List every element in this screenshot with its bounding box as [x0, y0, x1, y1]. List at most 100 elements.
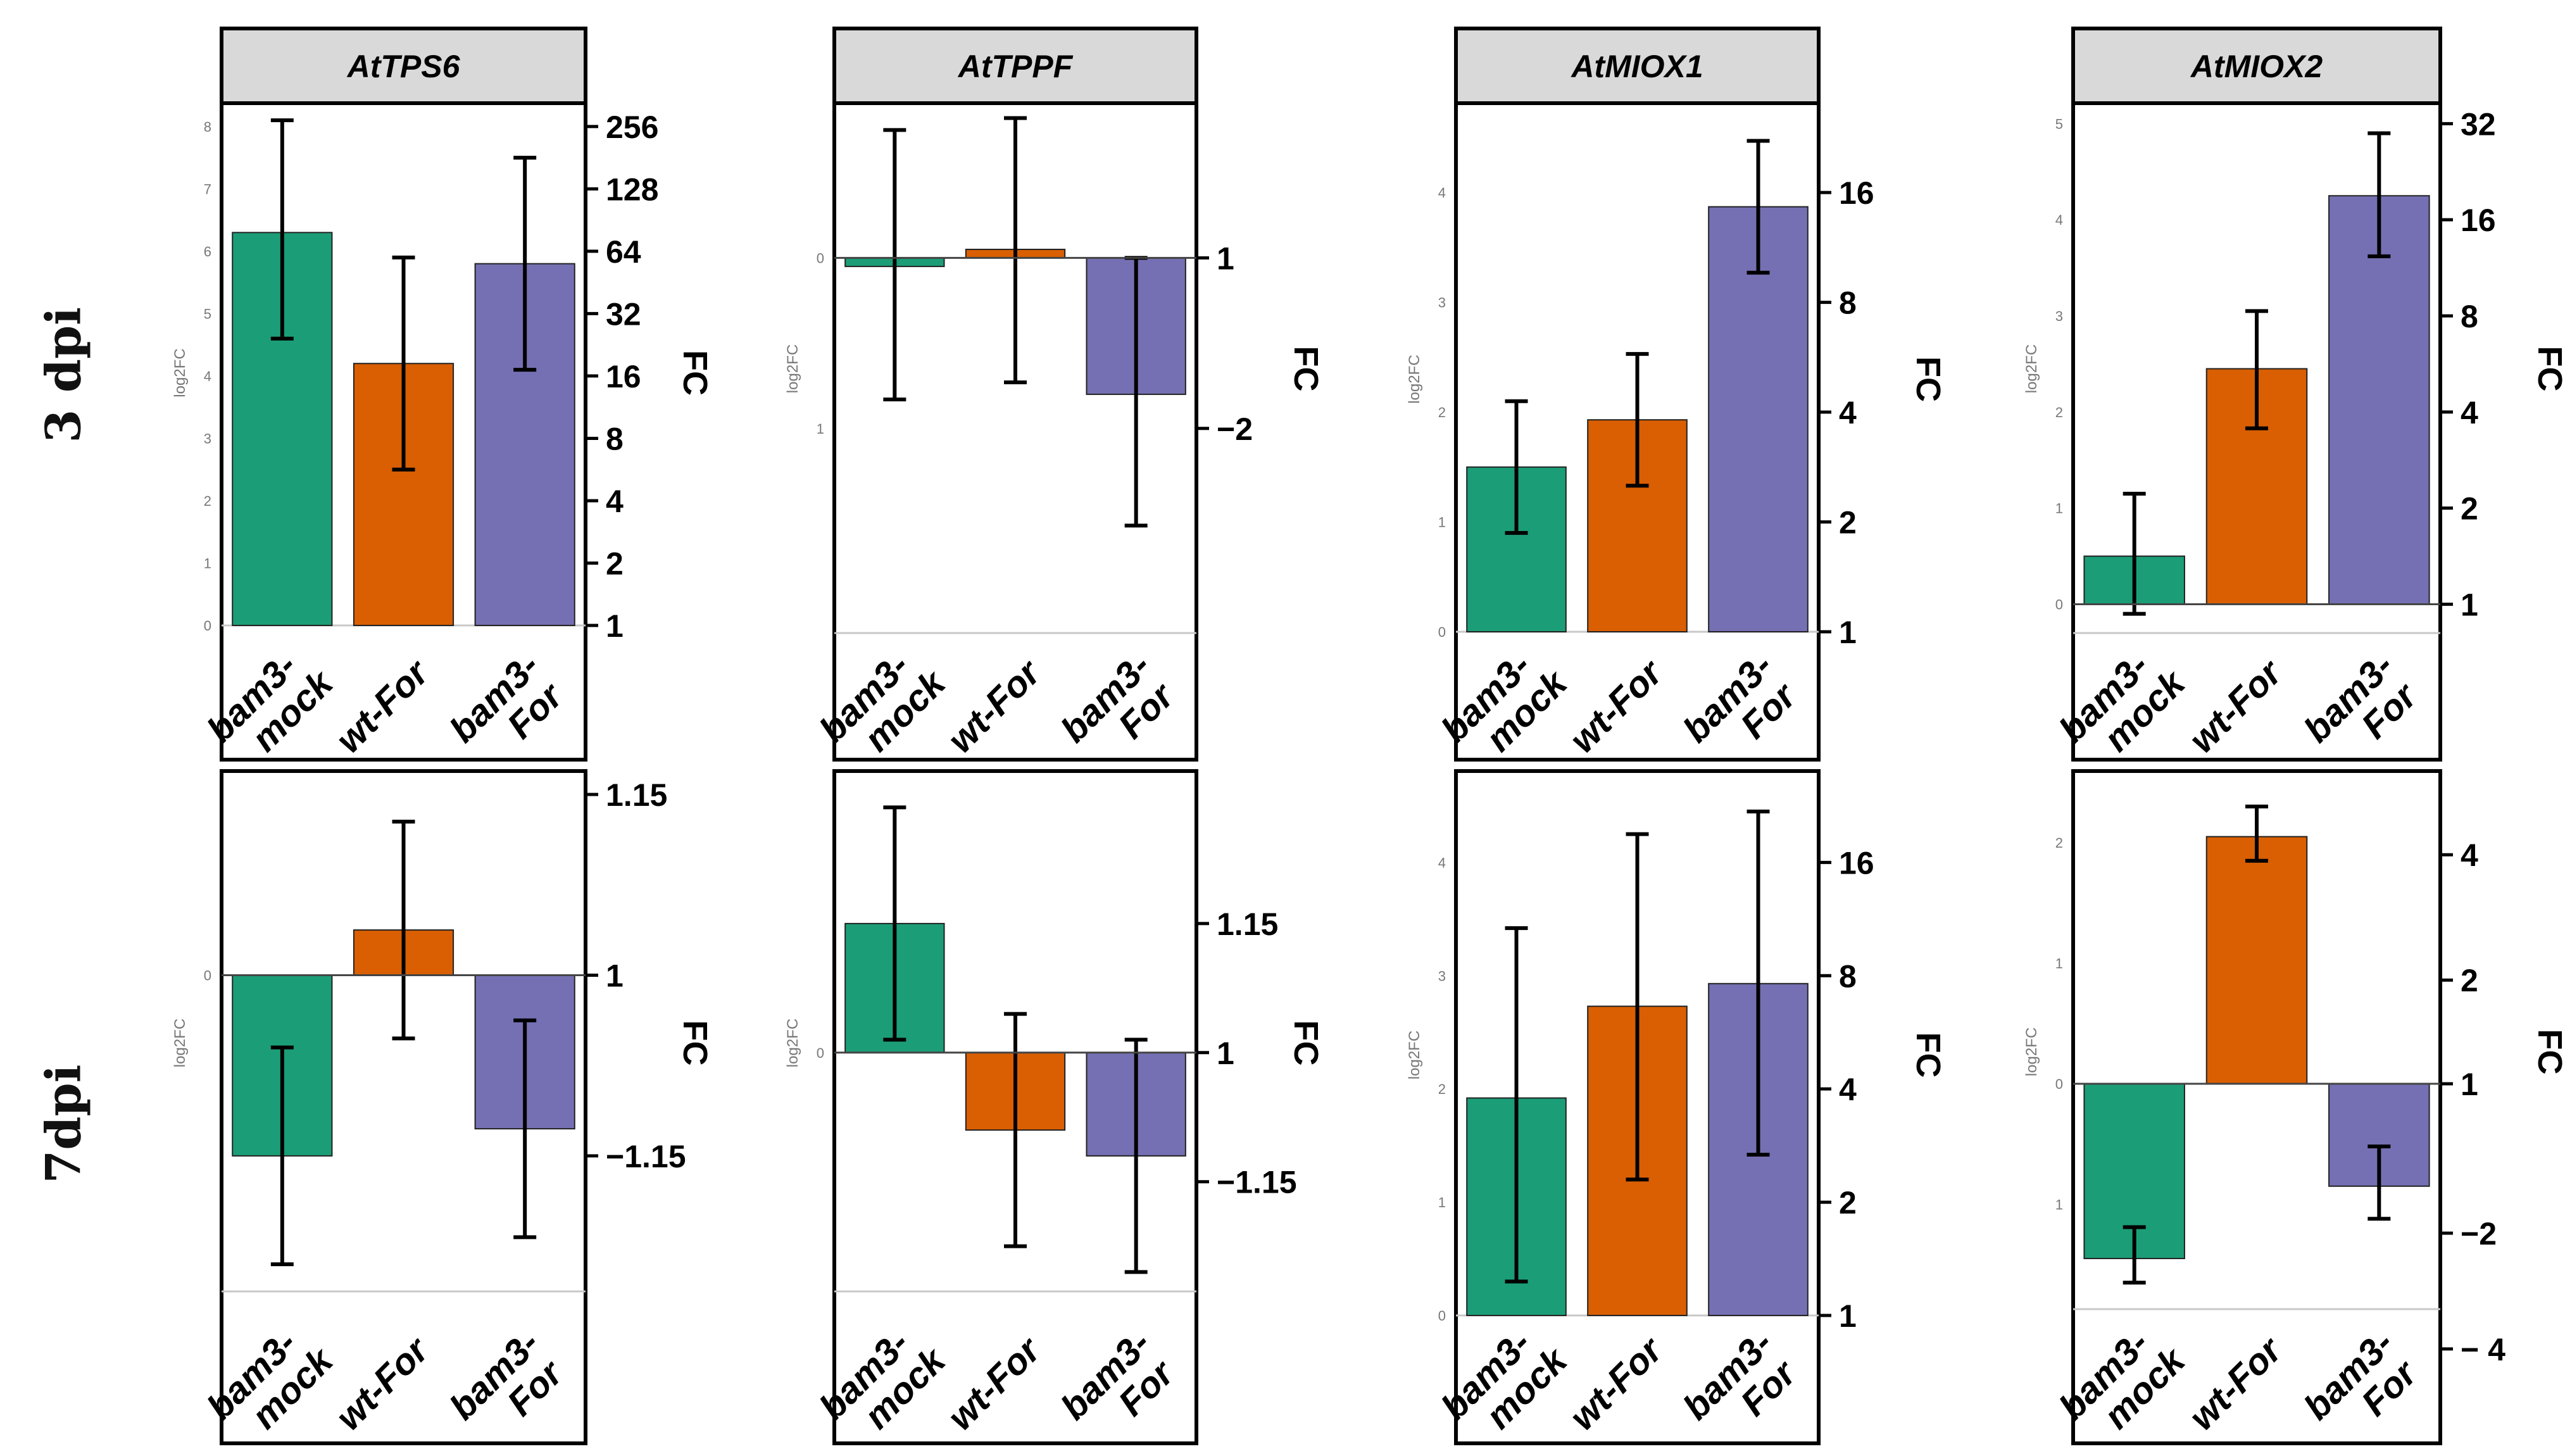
category-label-bam3-For: bam3-For [1053, 645, 1185, 777]
y-axis-title: log2FC [1406, 1031, 1423, 1079]
right-tick-label: 4 [2461, 838, 2478, 873]
right-tick-label: 1.15 [1217, 907, 1278, 942]
error-bar-bam3-mock [270, 118, 294, 341]
category-label-wt-For: wt-For [2181, 651, 2292, 761]
right-tick-label: −2 [1217, 411, 1253, 447]
right-tick-label: 1 [1839, 615, 1857, 650]
right-axis-title: FC [676, 1020, 714, 1066]
category-label-wt-For: wt-For [328, 1328, 438, 1438]
left-tick-label: 1 [2055, 956, 2063, 972]
right-tick-label: 16 [2461, 203, 2496, 238]
right-tick-label: 8 [606, 421, 624, 456]
right-tick-label: 16 [1839, 845, 1874, 881]
right-tick-label: 1 [2461, 587, 2478, 622]
right-axis-title: FC [1287, 346, 1325, 392]
error-bar-bam3-For [1747, 809, 1770, 1157]
y-axis-title: log2FC [2023, 344, 2040, 393]
right-tick-label: 4 [2461, 395, 2478, 430]
category-label-bam3-For: bam3-For [2296, 645, 2428, 777]
panel-header-strip [220, 27, 587, 105]
right-axis-title: FC [676, 350, 714, 396]
right-tick-label: 8 [1839, 286, 1857, 321]
right-tick-label: −1.15 [1217, 1165, 1297, 1200]
left-tick-label: 0 [1438, 624, 1446, 640]
panel-frame [2071, 769, 2442, 1445]
left-tick-label: 1 [1438, 515, 1446, 530]
category-label-bam3-For: bam3-For [442, 1322, 574, 1455]
right-tick-label: 2 [606, 546, 624, 581]
left-tick-label: 0 [204, 618, 211, 634]
panel-header-strip [1454, 27, 1821, 105]
category-label-part: wt-For [940, 1328, 1050, 1438]
right-tick-label: 1 [1217, 1036, 1234, 1071]
left-tick-label: 0 [817, 1045, 824, 1061]
error-bar-wt-For [1626, 352, 1649, 488]
right-tick-label: 4 [606, 484, 624, 519]
left-tick-label: 2 [1438, 405, 1446, 420]
left-tick-label: 0 [2055, 1076, 2063, 1092]
error-bar-bam3-mock [883, 128, 906, 401]
right-tick-label: 8 [2461, 299, 2478, 334]
right-tick-label: − 4 [2461, 1332, 2505, 1367]
right-tick-label: 4 [1839, 1072, 1857, 1107]
left-tick-label: 1 [2055, 1196, 2063, 1212]
panel-3dpi-atmiox2: AtMIOX2012345log2FC12481632FCbam3-mockwt… [2023, 27, 2565, 777]
panel-header-title: AtMIOX2 [2190, 49, 2323, 84]
right-axis-title: FC [2531, 346, 2565, 392]
left-tick-label: 2 [1438, 1081, 1446, 1097]
left-tick-label: 4 [1438, 855, 1446, 870]
category-label-bam3-For: bam3-For [442, 645, 574, 777]
right-tick-label: 2 [1839, 505, 1857, 541]
category-label-part: wt-For [2181, 651, 2292, 761]
category-label-wt-For: wt-For [328, 651, 438, 761]
right-tick-label: 2 [1839, 1185, 1857, 1221]
category-label-wt-For: wt-For [2181, 1328, 2292, 1438]
category-label-part: wt-For [1562, 651, 1672, 761]
error-bar-wt-For [1004, 116, 1027, 385]
category-label-wt-For: wt-For [1562, 1328, 1672, 1438]
right-tick-label: 2 [2461, 491, 2478, 527]
right-axis-title: FC [2531, 1029, 2565, 1075]
right-tick-label: 1 [1839, 1298, 1857, 1334]
error-bar-wt-For [392, 255, 415, 472]
left-tick-label: 1 [204, 555, 211, 571]
right-tick-label: −1.15 [606, 1139, 686, 1174]
left-tick-label: 5 [2055, 116, 2063, 132]
error-bar-bam3-mock [883, 805, 906, 1042]
category-label-part: wt-For [940, 651, 1050, 761]
left-tick-label: 3 [2055, 308, 2063, 324]
left-tick-label: 0 [817, 250, 824, 266]
error-bar-bam3-mock [270, 1045, 294, 1267]
right-axis-title: FC [1909, 356, 1947, 402]
left-tick-label: 4 [1438, 185, 1446, 201]
left-tick-label: 7 [204, 181, 211, 197]
left-tick-label: 5 [204, 306, 211, 322]
left-tick-label: 2 [2055, 405, 2063, 420]
error-bar-bam3-mock [2123, 491, 2146, 616]
left-tick-label: 4 [2055, 212, 2063, 228]
error-bar-bam3-For [513, 1018, 537, 1239]
category-label-part: wt-For [328, 1328, 438, 1438]
category-label-bam3-For: bam3-For [1053, 1322, 1185, 1455]
left-tick-label: 8 [204, 119, 211, 135]
panel-header-title: AtTPS6 [346, 49, 461, 84]
category-label-bam3-For: bam3-For [1675, 1322, 1807, 1455]
panel-header-strip [832, 27, 1198, 105]
category-label-part: wt-For [328, 651, 438, 761]
category-label-wt-For: wt-For [940, 651, 1050, 761]
right-tick-label: 8 [1839, 958, 1857, 994]
left-tick-label: 6 [204, 244, 211, 260]
error-bar-bam3-For [2367, 1144, 2391, 1221]
error-bar-bam3-For [1747, 139, 1770, 275]
right-tick-label: 4 [1839, 395, 1857, 430]
error-bar-wt-For [2245, 805, 2268, 863]
error-bar-wt-For [2245, 309, 2268, 430]
error-bar-bam3-For [1124, 1038, 1148, 1274]
right-tick-label: 32 [2461, 106, 2496, 142]
panel-header-title: AtTPPF [957, 49, 1074, 84]
y-axis-title: log2FC [172, 348, 189, 397]
right-tick-label: 16 [606, 359, 641, 394]
